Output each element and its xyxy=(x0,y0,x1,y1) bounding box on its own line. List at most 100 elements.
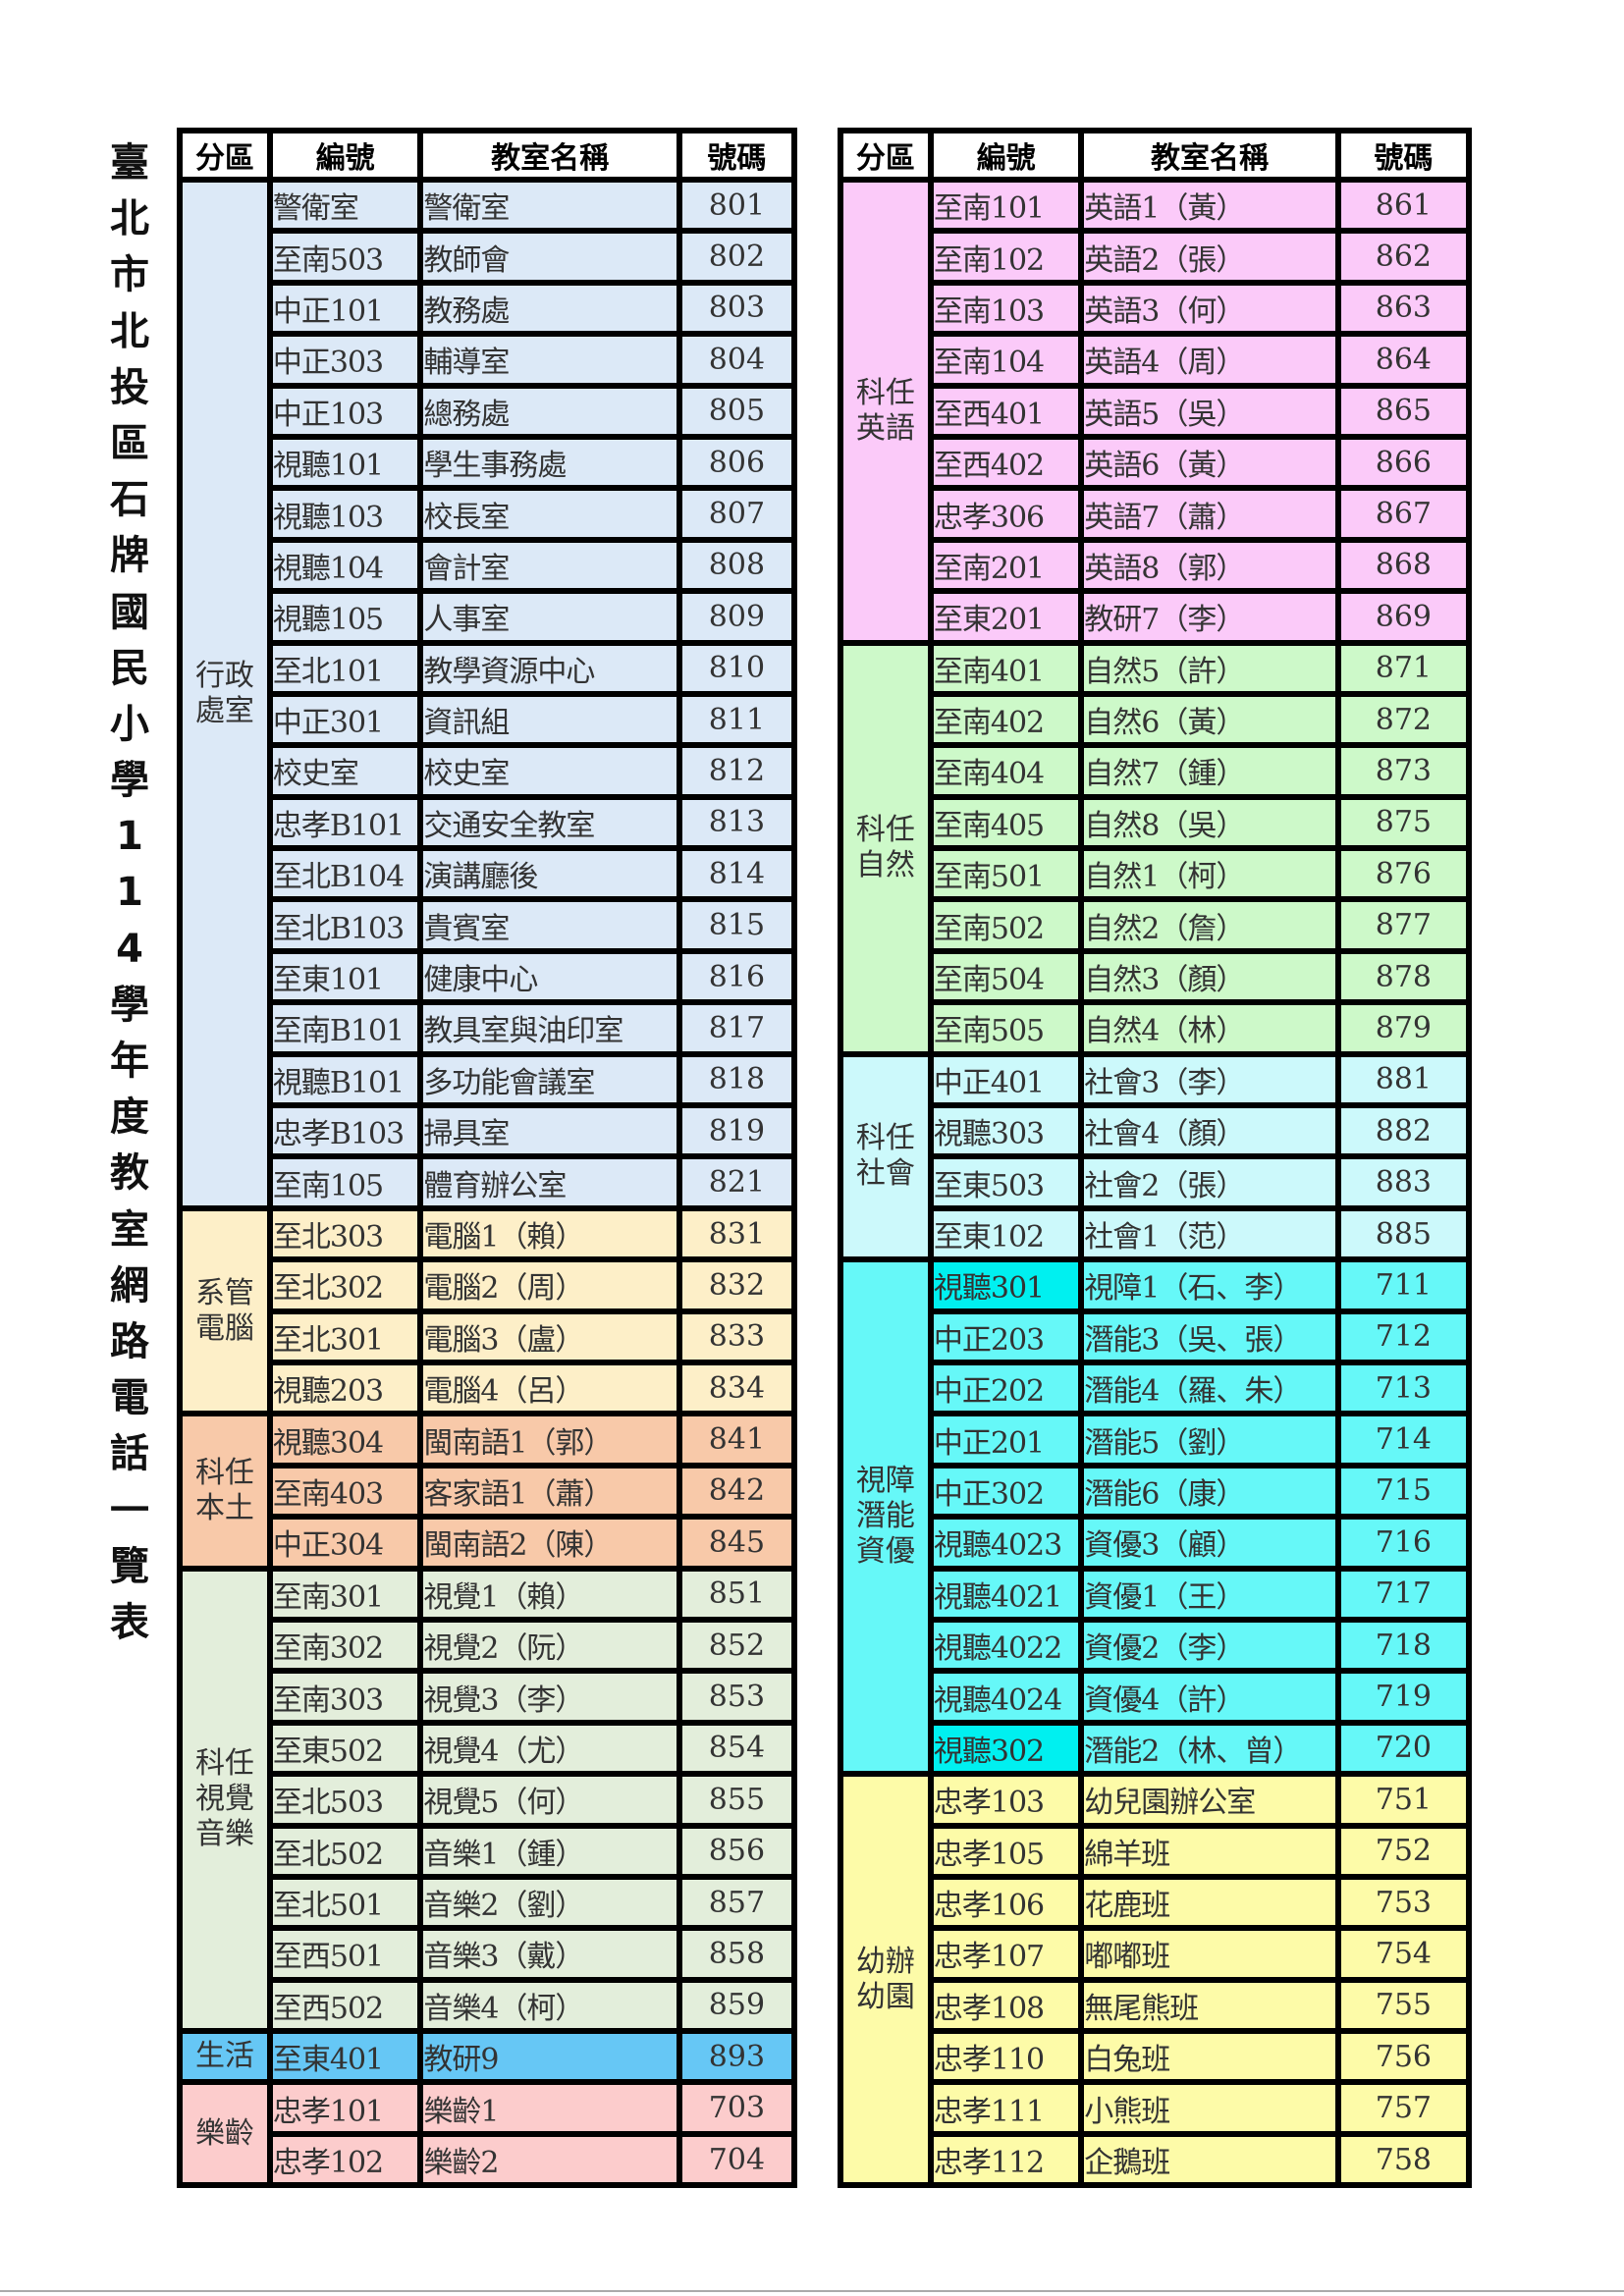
room-code-cell: 視聽4023 xyxy=(927,1514,1085,1572)
zone-label-line: 生活 xyxy=(194,2039,254,2074)
room-code-cell: 忠孝110 xyxy=(927,2028,1085,2086)
zone-cell: 科任 社會 xyxy=(838,1050,934,1263)
room-code-cell: 至北302 xyxy=(266,1256,424,1314)
room-code-cell: 視聽101 xyxy=(266,433,424,492)
room-name-cell: 視障1（石、李） xyxy=(1078,1256,1341,1314)
extension-cell: 814 xyxy=(676,845,798,903)
table-row: 忠孝B101 交通安全教室 813 xyxy=(180,793,798,852)
extension-cell: 879 xyxy=(1334,999,1473,1057)
room-name-cell: 潛能3（吳、張） xyxy=(1078,1308,1341,1366)
room-name-cell: 自然8（吳） xyxy=(1078,793,1341,852)
phone-table-left: 分區 編號 教室名稱 號碼 行政 處室 警衛室 警衛室 801 至南503 教師會 802 中正… xyxy=(177,128,798,2189)
extension-cell: 805 xyxy=(676,382,798,440)
title-character: 學 xyxy=(110,982,149,1028)
room-name-cell: 英語7（蕭） xyxy=(1078,485,1341,543)
room-code-cell: 至北503 xyxy=(266,1771,424,1829)
zone-label-line: 科任 xyxy=(855,813,915,848)
zone-label-line: 英語 xyxy=(855,410,915,446)
phone-table-right: 分區 編號 教室名稱 號碼 科任 英語 至南101 英語1（黃） 861 至南102 英語2… xyxy=(838,128,1473,2189)
room-name-cell: 教務處 xyxy=(417,279,682,338)
title-character: 小 xyxy=(110,701,149,747)
table-row: 科任 視覺 音樂 至南301 視覺1（賴） 851 xyxy=(177,1565,798,2035)
table-row: 中正202 潛能4（羅、朱） 713 xyxy=(840,1359,1473,1417)
room-code-cell: 至南B101 xyxy=(266,999,424,1057)
zone-label-line: 科任 xyxy=(194,1455,254,1490)
room-code-cell: 至西402 xyxy=(927,433,1085,492)
room-code-cell: 視聽4021 xyxy=(927,1565,1085,1623)
room-code-cell: 至南104 xyxy=(927,331,1085,389)
extension-cell: 875 xyxy=(1334,793,1473,852)
table-row: 至南302 視覺2（阮） 852 xyxy=(180,1616,798,1675)
room-name-cell: 教研9 xyxy=(417,2028,682,2086)
room-name-cell: 社會1（范） xyxy=(1078,1204,1341,1263)
title-character: 1 xyxy=(116,814,143,860)
table-row: 中正203 潛能3（吳、張） 712 xyxy=(840,1308,1473,1366)
table-row: 視聽4022 資優2（李） 718 xyxy=(840,1616,1473,1675)
extension-cell: 833 xyxy=(676,1308,798,1366)
room-code-cell: 忠孝B103 xyxy=(266,1102,424,1160)
title-character: 區 xyxy=(110,420,149,466)
room-code-cell: 視聽105 xyxy=(266,588,424,646)
extension-cell: 715 xyxy=(1334,1462,1473,1521)
zone-label-line: 科任 xyxy=(855,375,915,410)
room-name-cell: 客家語1（蕭） xyxy=(417,1462,682,1521)
room-name-cell: 潛能2（林、曾） xyxy=(1078,1719,1341,1778)
zone-cell: 幼辦 幼園 xyxy=(838,1771,934,2189)
room-code-cell: 視聽203 xyxy=(266,1359,424,1417)
header-code: 編號 xyxy=(927,128,1085,183)
room-code-cell: 至南201 xyxy=(927,536,1085,595)
room-code-cell: 視聽B101 xyxy=(266,1050,424,1109)
room-code-cell: 視聽301 xyxy=(927,1256,1085,1314)
room-name-cell: 無尾熊班 xyxy=(1078,1976,1341,2035)
room-code-cell: 視聽103 xyxy=(266,485,424,543)
title-character: 國 xyxy=(110,589,149,635)
room-name-cell: 資優2（李） xyxy=(1078,1616,1341,1675)
extension-cell: 758 xyxy=(1334,2130,1473,2189)
extension-cell: 815 xyxy=(676,896,798,954)
table-row: 忠孝112 企鵝班 758 xyxy=(840,2130,1473,2189)
extension-cell: 872 xyxy=(1334,690,1473,749)
room-name-cell: 總務處 xyxy=(417,382,682,440)
page-bottom-divider xyxy=(0,2290,1624,2292)
extension-cell: 842 xyxy=(676,1462,798,1521)
table-row: 至南504 自然3（顏） 878 xyxy=(840,947,1473,1006)
header-room-name: 教室名稱 xyxy=(1078,128,1341,183)
extension-cell: 803 xyxy=(676,279,798,338)
extension-cell: 852 xyxy=(676,1616,798,1675)
zone-label-line: 幼辦 xyxy=(855,1944,915,1979)
title-character: 市 xyxy=(110,252,149,298)
room-code-cell: 至東101 xyxy=(266,947,424,1006)
table-row: 視聽4024 資優4（許） 719 xyxy=(840,1668,1473,1726)
title-character: 民 xyxy=(110,645,149,691)
table-row: 忠孝105 綿羊班 752 xyxy=(840,1822,1473,1880)
extension-cell: 821 xyxy=(676,1153,798,1211)
room-code-cell: 至北303 xyxy=(266,1204,424,1263)
room-code-cell: 至東401 xyxy=(266,2028,424,2086)
extension-cell: 720 xyxy=(1334,1719,1473,1778)
extension-cell: 817 xyxy=(676,999,798,1057)
zone-cell: 樂齡 xyxy=(177,2079,273,2189)
room-code-cell: 至北B103 xyxy=(266,896,424,954)
room-name-cell: 教師會 xyxy=(417,228,682,286)
room-name-cell: 樂齡1 xyxy=(417,2079,682,2137)
room-name-cell: 視覺3（李） xyxy=(417,1668,682,1726)
room-name-cell: 多功能會議室 xyxy=(417,1050,682,1109)
room-name-cell: 交通安全教室 xyxy=(417,793,682,852)
extension-cell: 752 xyxy=(1334,1822,1473,1880)
room-code-cell: 至南503 xyxy=(266,228,424,286)
extension-cell: 756 xyxy=(1334,2028,1473,2086)
table-row: 科任 社會 中正401 社會3（李） 881 xyxy=(838,1050,1473,1263)
room-name-cell: 貴賓室 xyxy=(417,896,682,954)
room-name-cell: 英語6（黃） xyxy=(1078,433,1341,492)
table-row: 至南402 自然6（黃） 872 xyxy=(840,690,1473,749)
room-code-cell: 中正202 xyxy=(927,1359,1085,1417)
room-code-cell: 至東102 xyxy=(927,1204,1085,1263)
table-row: 至南403 客家語1（蕭） 842 xyxy=(180,1462,798,1521)
extension-cell: 711 xyxy=(1334,1256,1473,1314)
table-row: 至南505 自然4（林） 879 xyxy=(840,999,1473,1057)
room-name-cell: 視覺4（尤） xyxy=(417,1719,682,1778)
room-code-cell: 至南402 xyxy=(927,690,1085,749)
table-row: 至南303 視覺3（李） 853 xyxy=(180,1668,798,1726)
extension-cell: 754 xyxy=(1334,1925,1473,1983)
table-row: 樂齡 忠孝101 樂齡1 703 xyxy=(177,2079,798,2189)
